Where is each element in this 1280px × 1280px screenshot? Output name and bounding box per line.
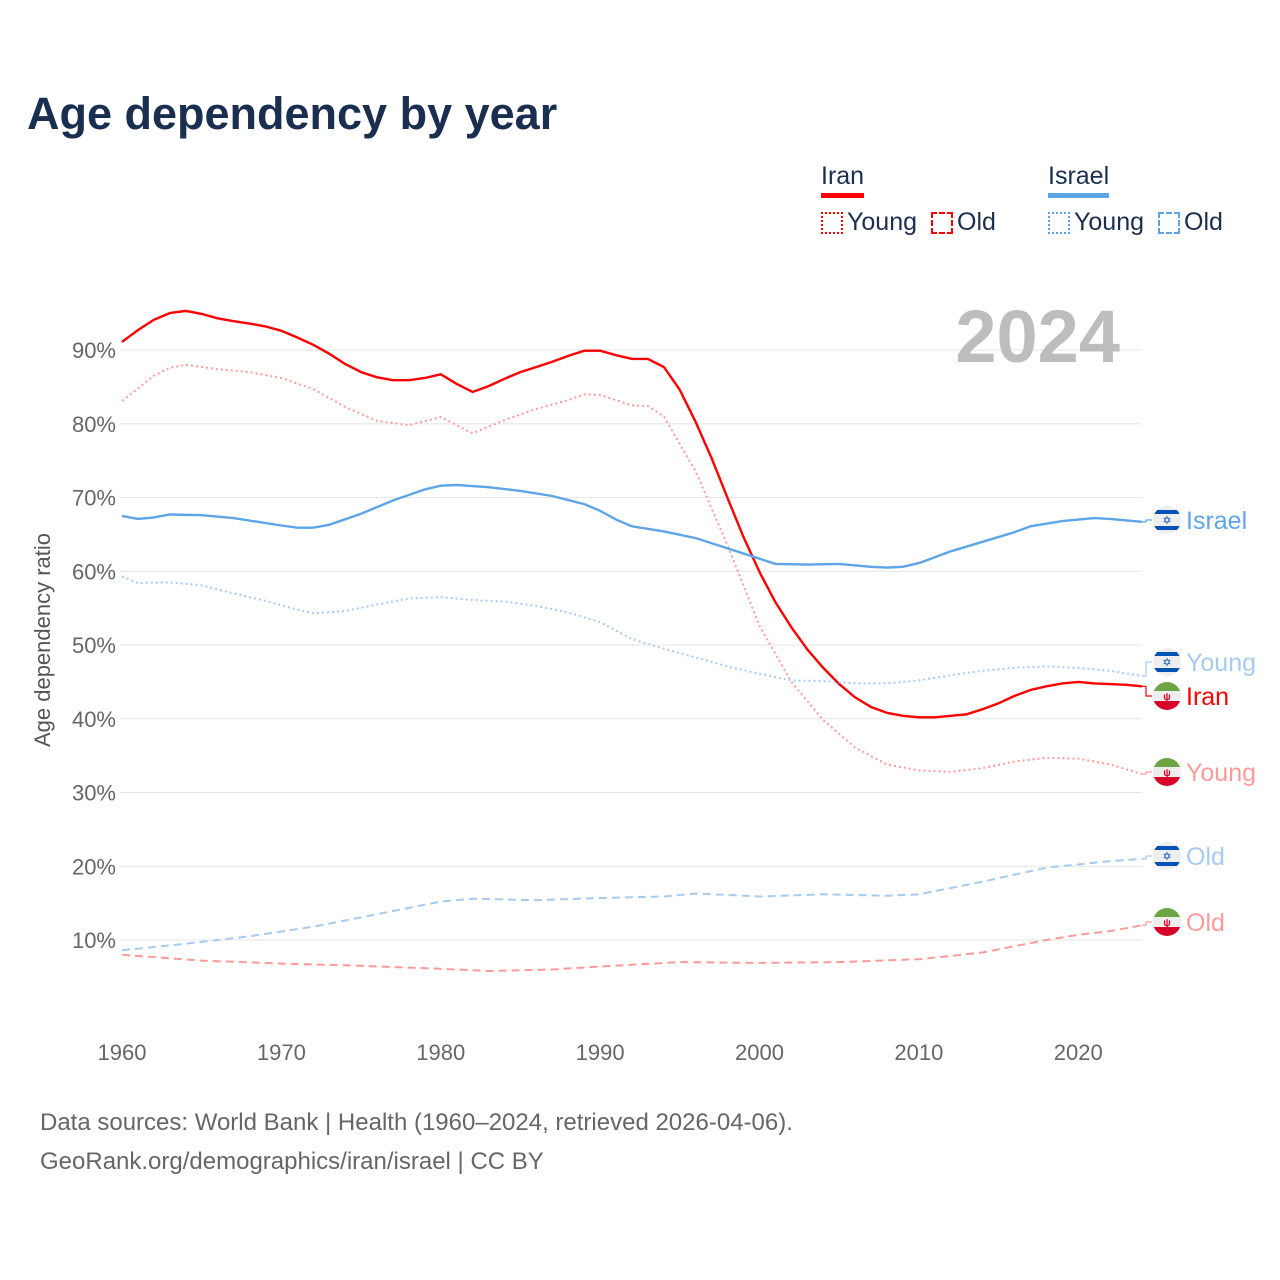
series-line-israel[interactable]: [121, 483, 1143, 569]
flag-green: [1153, 908, 1181, 917]
legend-label: Old: [957, 208, 996, 236]
flag-body: ψ: [1153, 908, 1181, 936]
y-tick-label: 40%: [72, 707, 116, 732]
flag-red: [1153, 701, 1181, 710]
legend-group-iran[interactable]: Iran Young Old: [821, 162, 996, 237]
x-tick-label: 1980: [416, 1040, 465, 1065]
legend-israel-old[interactable]: Old: [1158, 208, 1223, 237]
flag-body: ✡: [1153, 506, 1181, 534]
iran-flag-icon: ψ: [1153, 758, 1181, 786]
flag-stripe: [1153, 510, 1181, 514]
x-tick-label: 1970: [257, 1040, 306, 1065]
series-end-label: Old: [1186, 843, 1225, 871]
year-watermark: 2024: [955, 295, 1120, 378]
label-connector: [1142, 855, 1152, 860]
emblem-icon: ψ: [1163, 918, 1171, 929]
flag-body: ψ: [1153, 682, 1181, 710]
legend-iran-old[interactable]: Old: [931, 208, 996, 237]
legend-israel-label: Israel: [1048, 162, 1110, 198]
series-end-label: Young: [1186, 759, 1256, 787]
y-tick-label: 30%: [72, 781, 116, 806]
legend-iran-label: Iran: [821, 162, 865, 198]
legend-label: Old: [1184, 208, 1223, 236]
label-connector: [1142, 921, 1152, 926]
series-end-label: Israel: [1186, 507, 1247, 535]
flag-stripe: [1153, 526, 1181, 530]
y-tick-label: 50%: [72, 633, 116, 658]
flag-stripe: [1153, 668, 1181, 672]
x-tick-label: 2000: [735, 1040, 784, 1065]
y-tick-label: 60%: [72, 559, 116, 584]
israel-flag-icon: ✡: [1153, 648, 1181, 676]
x-tick-label: 1960: [98, 1040, 147, 1065]
legend-group-israel[interactable]: Israel Young Old: [1048, 162, 1223, 237]
y-tick-label: 80%: [72, 412, 116, 437]
label-connector: [1142, 771, 1152, 775]
israel-flag-icon: ✡: [1153, 842, 1181, 870]
series-end-label: Old: [1186, 909, 1225, 937]
series-line-iran[interactable]: [121, 309, 1143, 719]
star-of-david-icon: ✡: [1162, 657, 1171, 669]
series-end-label: Young: [1186, 649, 1256, 677]
y-tick-label: 10%: [72, 928, 116, 953]
iran-flag-icon: ψ: [1153, 908, 1181, 936]
x-tick-label: 2010: [894, 1040, 943, 1065]
iran-flag-icon: ψ: [1153, 682, 1181, 710]
label-connector: [1142, 519, 1152, 523]
chart-title: Age dependency by year: [27, 88, 558, 139]
x-tick-label: 2020: [1054, 1040, 1103, 1065]
flag-stripe: [1153, 652, 1181, 656]
flag-body: ✡: [1153, 648, 1181, 676]
emblem-icon: ψ: [1163, 768, 1171, 779]
legend-israel-young[interactable]: Young: [1048, 208, 1144, 237]
x-tick-label: 1990: [576, 1040, 625, 1065]
legend-label: Young: [847, 208, 917, 236]
dashed-swatch-icon: [931, 211, 953, 234]
flag-red: [1153, 927, 1181, 936]
footer-link[interactable]: GeoRank.org/demographics/iran/israel | C…: [40, 1148, 544, 1175]
y-tick-label: 20%: [72, 854, 116, 879]
flag-stripe: [1153, 862, 1181, 866]
flag-body: ✡: [1153, 842, 1181, 870]
series-line-iran-young[interactable]: [121, 363, 1143, 776]
flag-green: [1153, 758, 1181, 767]
flag-red: [1153, 777, 1181, 786]
emblem-icon: ψ: [1163, 692, 1171, 703]
dotted-swatch-icon: [821, 211, 843, 234]
flag-stripe: [1153, 846, 1181, 850]
dashed-swatch-icon: [1158, 211, 1180, 234]
star-of-david-icon: ✡: [1162, 515, 1171, 527]
series-line-iran-old[interactable]: [121, 924, 1143, 973]
y-tick-label: 70%: [72, 486, 116, 511]
legend-label: Young: [1074, 208, 1144, 236]
israel-flag-icon: ✡: [1153, 506, 1181, 534]
series-end-label: Iran: [1186, 683, 1229, 711]
y-tick-label: 90%: [72, 338, 116, 363]
series-line-israel-old[interactable]: [121, 857, 1143, 952]
y-axis-label: Age dependency ratio: [30, 533, 55, 747]
flag-body: ψ: [1153, 758, 1181, 786]
flag-green: [1153, 682, 1181, 691]
legend-iran-young[interactable]: Young: [821, 208, 917, 237]
series-line-israel-young[interactable]: [121, 575, 1143, 685]
label-connector: [1142, 685, 1152, 697]
dotted-swatch-icon: [1048, 211, 1070, 234]
star-of-david-icon: ✡: [1162, 851, 1171, 863]
label-connector: [1142, 661, 1152, 677]
footer-source: Data sources: World Bank | Health (1960–…: [40, 1109, 793, 1136]
